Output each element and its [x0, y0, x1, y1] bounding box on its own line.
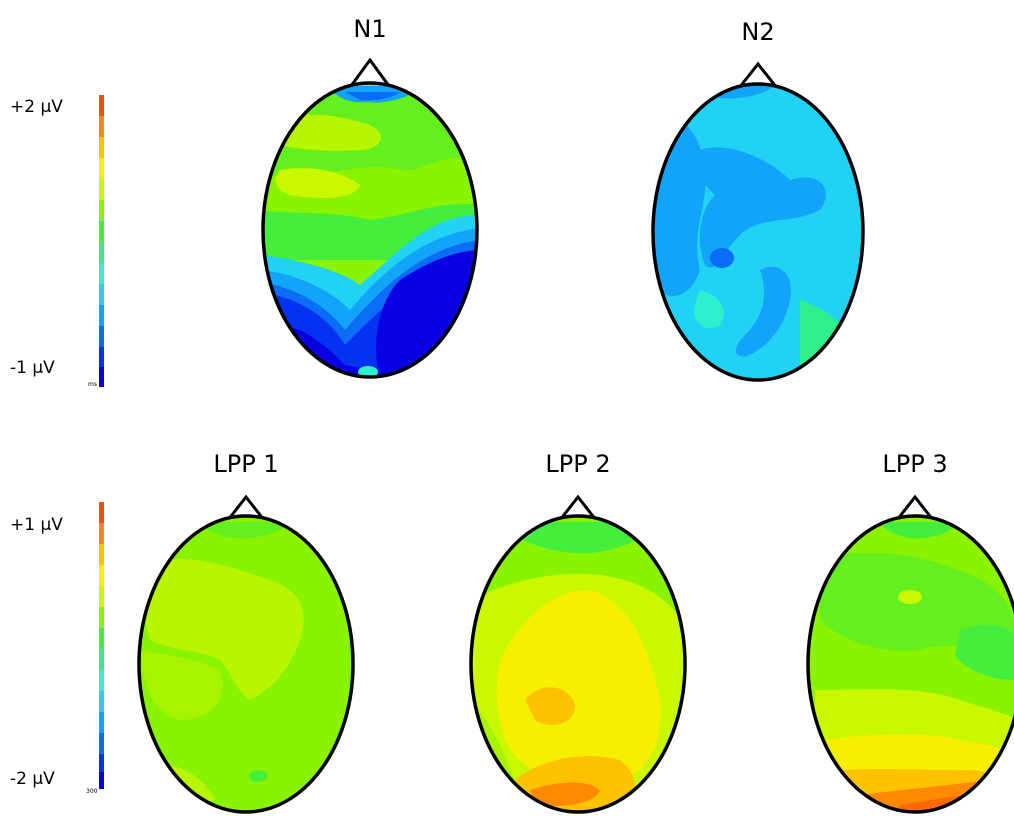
- nose-icon: [737, 61, 779, 89]
- colorbar-bottom: +1 µV -2 µV 300: [10, 502, 104, 795]
- colorbar-top-bar: [99, 95, 104, 387]
- head-outline: [469, 514, 687, 814]
- colorbar-top-min-label: -1 µV: [10, 358, 55, 378]
- nose-icon: [349, 57, 391, 87]
- nose-icon: [895, 494, 935, 521]
- head-outline: [137, 514, 355, 814]
- topomap-n2-title: N2: [741, 18, 774, 46]
- colorbar-top: +2 µV -1 µV ms: [10, 95, 104, 388]
- topomap-lpp2-title: LPP 2: [545, 450, 610, 478]
- topomap-lpp1: LPP 1: [137, 450, 355, 814]
- topomap-n1: N1: [261, 15, 479, 379]
- topomap-lpp2: LPP 2: [469, 450, 687, 814]
- topomap-lpp3-title: LPP 3: [882, 450, 947, 478]
- colorbar-top-max-label: +2 µV: [10, 97, 63, 117]
- nose-icon: [226, 494, 266, 521]
- topomap-n1-field: [263, 83, 477, 377]
- topomap-lpp2-field: [471, 516, 685, 812]
- topomap-n1-title: N1: [353, 15, 386, 43]
- topomap-lpp3: LPP 3: [806, 450, 1014, 814]
- head-outline: [261, 81, 479, 379]
- head-outline: [651, 82, 865, 382]
- topomap-lpp1-title: LPP 1: [213, 450, 278, 478]
- nose-icon: [558, 494, 598, 521]
- colorbar-bottom-corner-label: 300: [86, 788, 98, 795]
- colorbar-bottom-bar: [99, 502, 104, 789]
- colorbar-top-corner-label: ms: [88, 381, 97, 388]
- colorbar-bottom-min-label: -2 µV: [10, 769, 55, 789]
- colorbar-bottom-max-label: +1 µV: [10, 515, 63, 535]
- topomap-n2: N2: [651, 18, 865, 382]
- head-outline: [806, 514, 1014, 814]
- topomap-lpp3-field: [808, 516, 1014, 812]
- topomap-lpp1-field: [139, 516, 353, 812]
